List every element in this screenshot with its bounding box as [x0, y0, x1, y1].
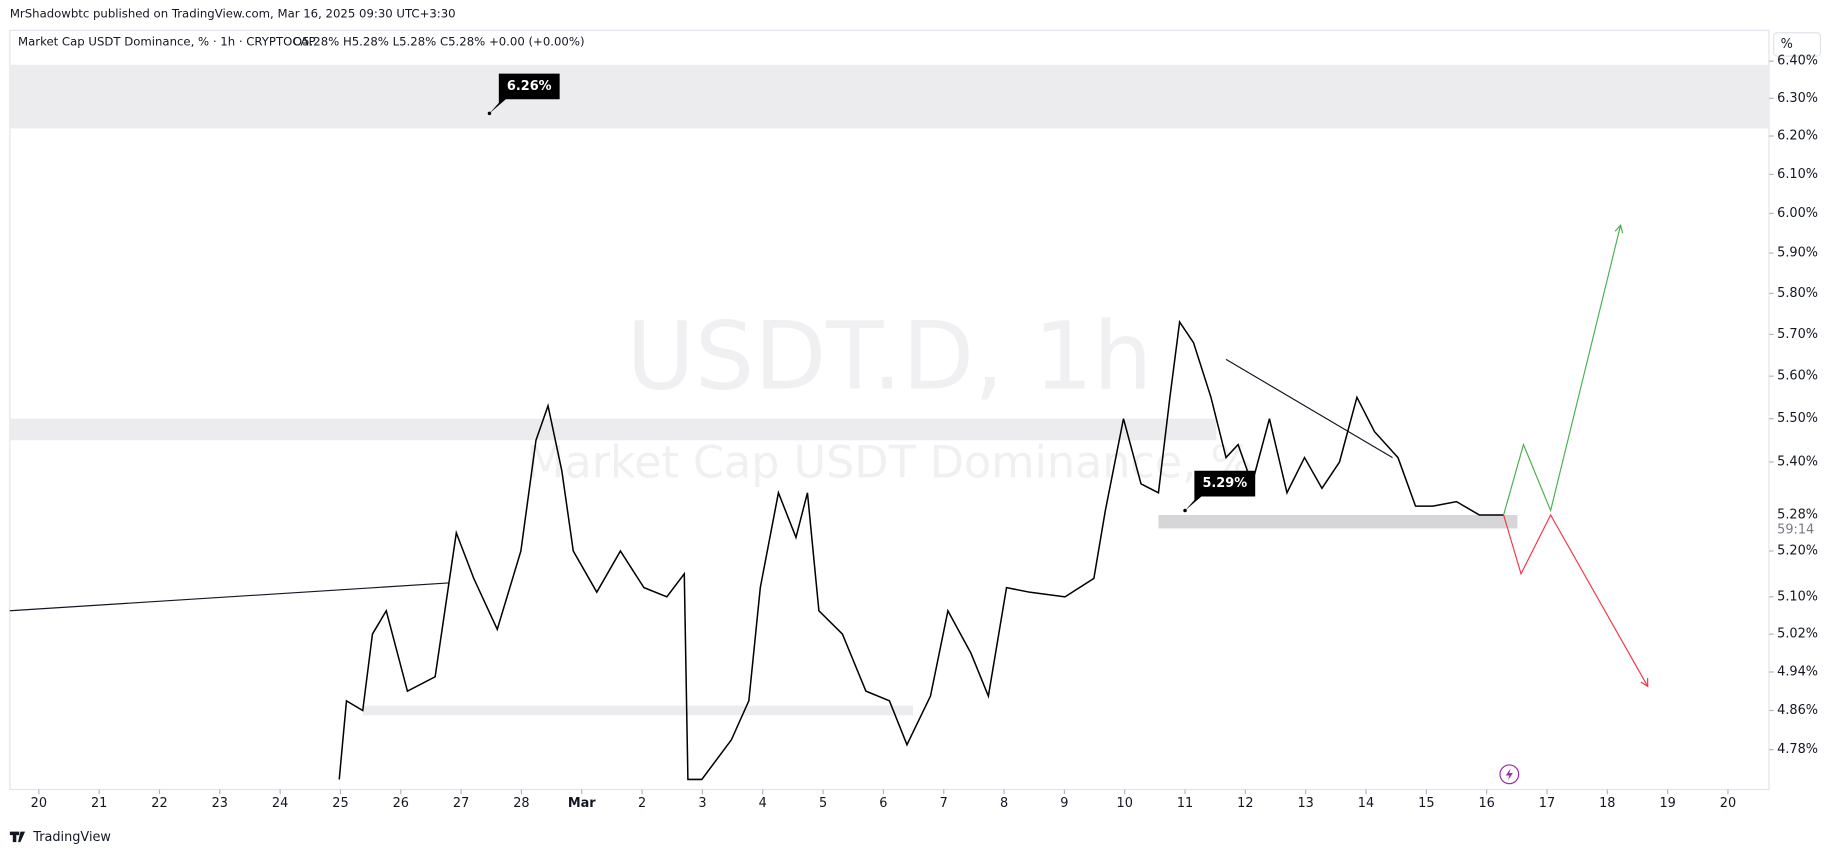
x-tick-label: 18 [1599, 796, 1615, 811]
y-tick-label: 5.60% [1777, 369, 1818, 384]
ohlc: O5.28% H5.28% L5.28% C5.28% +0.00 (+0.00… [293, 35, 585, 49]
trendline [1225, 358, 1393, 459]
zone [9, 64, 1769, 129]
x-tick-label: 19 [1659, 796, 1675, 811]
y-tick-label: 6.20% [1777, 129, 1818, 144]
zone [362, 705, 913, 716]
x-tick-label: 4 [759, 796, 767, 811]
x-tick-label: 3 [698, 796, 706, 811]
x-tick-label: 23 [212, 796, 228, 811]
x-tick-label: 6 [879, 796, 887, 811]
x-tick-label: 27 [453, 796, 469, 811]
x-tick-label: 22 [151, 796, 167, 811]
watermark-sub: Market Cap USDT Dominance, % [526, 438, 1253, 489]
x-tick-label: 15 [1418, 796, 1434, 811]
symbol: Market Cap USDT Dominance, % · 1h · CRYP… [18, 35, 315, 49]
x-tick-label: 9 [1060, 796, 1068, 811]
y-tick-label: 5.02% [1777, 627, 1818, 642]
footer-logo [9, 831, 26, 843]
x-tick-label: 24 [272, 796, 288, 811]
arrow-head [1640, 678, 1649, 688]
zone [1158, 514, 1518, 529]
y-tick-label: 6.30% [1777, 91, 1818, 106]
watermark: USDT.D, 1h [626, 302, 1152, 411]
x-tick-label: 21 [91, 796, 107, 811]
price-line [338, 319, 1504, 781]
callout-box [1185, 470, 1256, 511]
x-tick-label: 26 [393, 796, 409, 811]
callout-box [489, 73, 560, 114]
y-tick-label: 4.78% [1777, 742, 1818, 757]
y-tick-label: 5.50% [1777, 411, 1818, 426]
x-tick-label: 28 [513, 796, 529, 811]
x-tick-label: 20 [1720, 796, 1736, 811]
x-tick-label: 5 [819, 796, 827, 811]
footer: TradingView [32, 830, 111, 845]
y-tick-label: 5.40% [1777, 454, 1818, 469]
alert-icon[interactable] [1499, 764, 1520, 785]
x-tick-label: 14 [1358, 796, 1374, 811]
price-label: 5.28% [1777, 507, 1818, 522]
x-tick-label: 8 [1000, 796, 1008, 811]
x-tick-label: 20 [31, 796, 47, 811]
axis-unit: % [1781, 37, 1793, 52]
x-tick-label: 16 [1478, 796, 1494, 811]
countdown: 59:14 [1777, 523, 1814, 538]
zone [9, 418, 1217, 441]
trendline [9, 582, 449, 612]
unit-box[interactable] [1773, 32, 1822, 57]
y-tick-label: 4.86% [1777, 703, 1818, 718]
y-tick-label: 6.10% [1777, 167, 1818, 182]
projection [1503, 513, 1649, 687]
projection [1503, 225, 1622, 516]
arrow-head [1614, 224, 1624, 234]
y-tick-label: 5.70% [1777, 327, 1818, 342]
x-tick-label: 2 [638, 796, 646, 811]
x-tick-label: 13 [1297, 796, 1313, 811]
y-tick-label: 5.20% [1777, 544, 1818, 559]
x-tick-label: 12 [1237, 796, 1253, 811]
x-tick-label: 11 [1177, 796, 1193, 811]
x-tick-label: 25 [332, 796, 348, 811]
x-tick-label: 7 [940, 796, 948, 811]
alert-bolt [1505, 768, 1513, 781]
callout-label: 6.26% [507, 79, 552, 94]
y-tick-label: 5.10% [1777, 589, 1818, 604]
x-tick-label: 17 [1539, 796, 1555, 811]
y-tick-label: 6.40% [1777, 54, 1818, 69]
callout-label: 5.29% [1202, 476, 1247, 491]
publisher: MrShadowbtc published on TradingView.com… [10, 7, 456, 21]
y-tick-label: 5.90% [1777, 246, 1818, 261]
x-tick-label: 10 [1117, 796, 1133, 811]
y-tick-label: 5.80% [1777, 286, 1818, 301]
x-tick-label: Mar [568, 796, 596, 811]
y-tick-label: 6.00% [1777, 206, 1818, 221]
zones [9, 64, 1769, 716]
y-tick-label: 4.94% [1777, 665, 1818, 680]
plot-frame [9, 29, 1770, 791]
price-tag [1770, 505, 1834, 539]
